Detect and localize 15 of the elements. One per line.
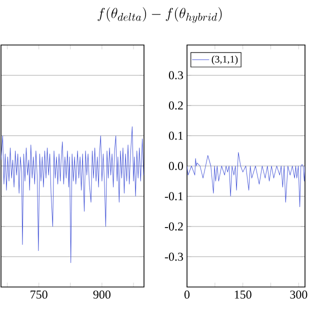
chart-title: $f(\theta_{delta})-f(\theta_{hybrid})$ — [98, 7, 222, 23]
x-tick-label: 150 — [234, 290, 252, 299]
y-tick-label: -0.1 — [164, 192, 183, 200]
y-tick-label: 0.0 — [168, 162, 184, 170]
y-tick-label: 0.2 — [168, 101, 183, 110]
x-tick-label: 900 — [93, 290, 110, 299]
x-tick-label: 0 — [184, 290, 190, 299]
x-tick-label: 750 — [30, 290, 48, 299]
y-tick-label: 0.3 — [168, 71, 184, 80]
line-series — [187, 152, 306, 208]
x-tick-label: 300 — [290, 290, 308, 299]
y-tick-label: -0.2 — [164, 222, 183, 231]
legend-label: (3,1,1) — [212, 56, 238, 65]
y-tick-label: 0.1 — [168, 132, 183, 140]
y-tick-label: -0.3 — [164, 252, 184, 261]
